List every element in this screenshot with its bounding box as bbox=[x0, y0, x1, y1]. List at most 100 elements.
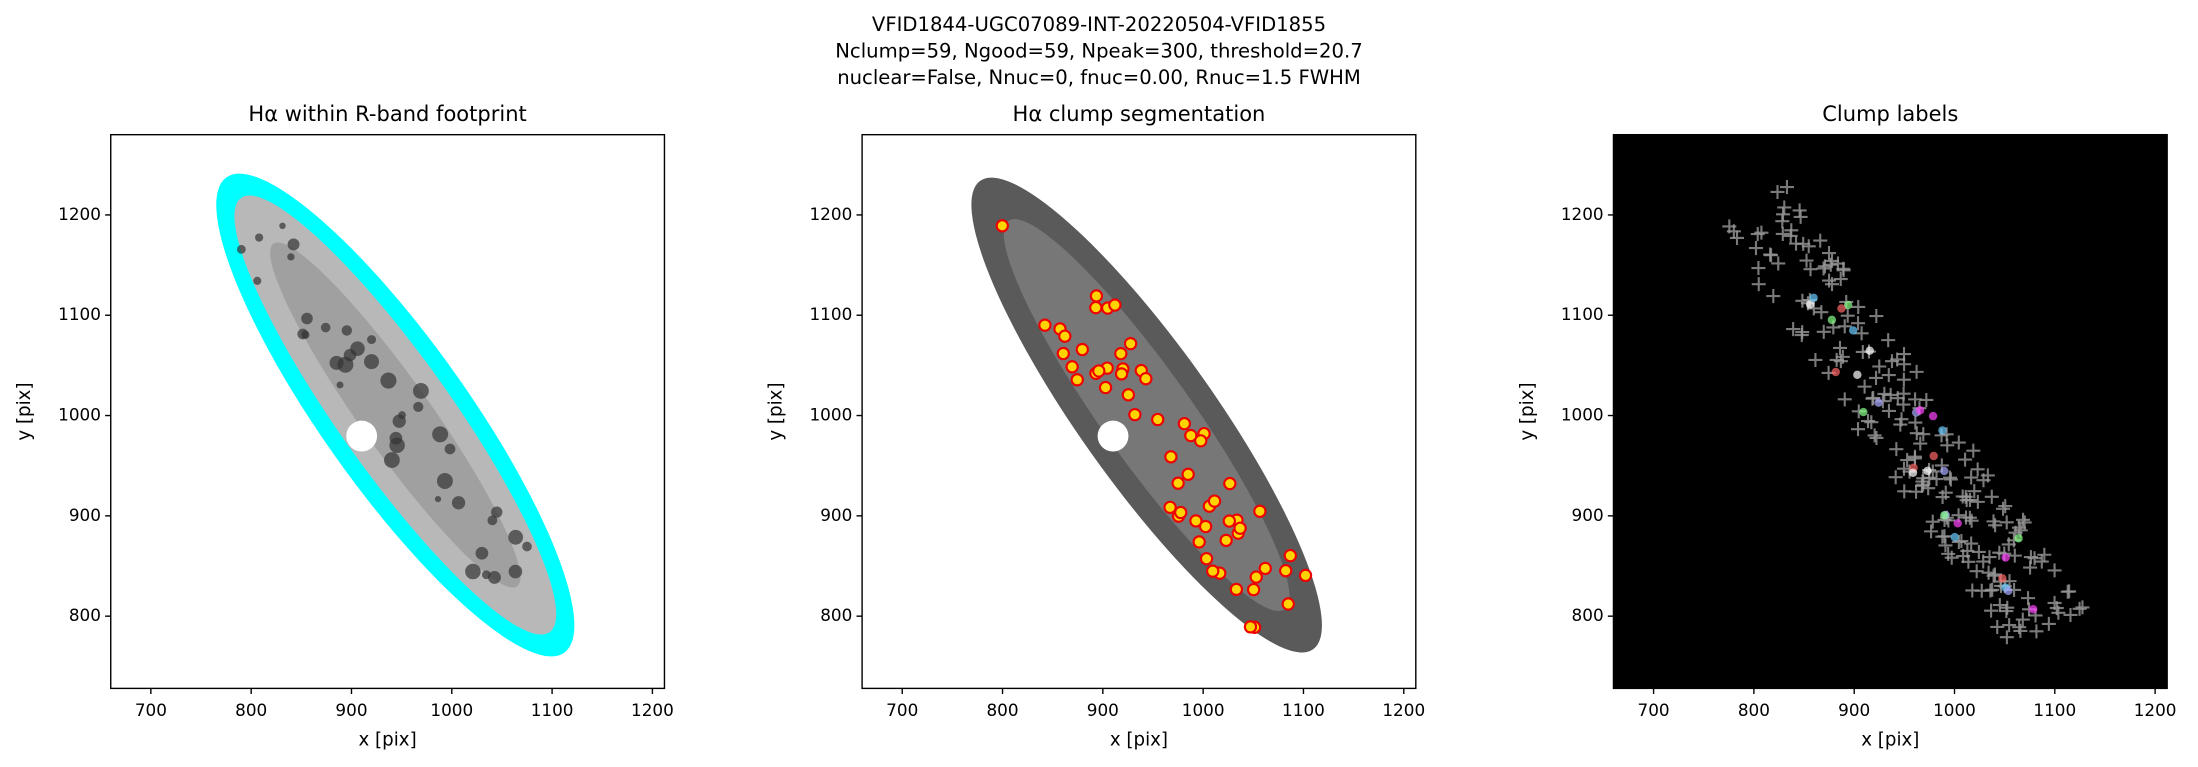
peak-cross bbox=[1966, 443, 1981, 458]
peak-cross bbox=[1992, 598, 2007, 613]
clump-marker bbox=[1070, 373, 1084, 387]
peak-cross bbox=[1881, 403, 1896, 418]
clump-blob bbox=[475, 546, 489, 560]
peak-cross bbox=[1913, 436, 1928, 451]
peak-cross bbox=[1999, 630, 2014, 645]
peak-cross bbox=[1984, 603, 1999, 618]
clump-blob bbox=[287, 238, 300, 251]
peak-cross bbox=[1751, 277, 1766, 292]
clump-marker bbox=[1206, 564, 1220, 578]
peak-cross bbox=[1956, 549, 1971, 564]
mask-hole bbox=[346, 420, 378, 452]
peak-cross bbox=[1808, 352, 1823, 367]
peak-cross bbox=[1869, 309, 1884, 324]
clump-label bbox=[1874, 398, 1883, 407]
peak-cross bbox=[1935, 529, 1950, 544]
peak-cross bbox=[2047, 563, 2062, 578]
clump-label bbox=[1929, 451, 1938, 461]
axes-title: Hα clump segmentation bbox=[1013, 101, 1266, 126]
clump-blob bbox=[522, 541, 532, 552]
clump-marker bbox=[1038, 318, 1052, 332]
y-tick-label: 800 bbox=[69, 605, 101, 625]
y-tick-label: 1000 bbox=[58, 405, 101, 425]
peak-cross bbox=[2002, 618, 2017, 633]
peak-cross bbox=[1860, 414, 1876, 429]
clump-label bbox=[1809, 293, 1818, 303]
clump-marker bbox=[1114, 346, 1128, 361]
clump-marker bbox=[1056, 346, 1070, 361]
clump-blob bbox=[301, 312, 313, 325]
clump-blob bbox=[508, 564, 523, 579]
clump-marker bbox=[1283, 548, 1298, 563]
peak-cross bbox=[1775, 214, 1790, 229]
peak-cross bbox=[1814, 305, 1829, 320]
y-axis-label: y [pix] bbox=[14, 382, 35, 440]
image bbox=[1613, 134, 2168, 689]
y-tick-label: 1200 bbox=[58, 204, 101, 224]
y-tick-label: 900 bbox=[1572, 505, 1604, 525]
peak-cross bbox=[1909, 484, 1924, 499]
clump-label bbox=[1923, 466, 1932, 476]
clump-blob bbox=[487, 515, 498, 526]
peak-cross bbox=[2001, 537, 2016, 552]
y-tick-label: 800 bbox=[820, 605, 852, 625]
peak-cross bbox=[1830, 256, 1845, 271]
mask-hole bbox=[1097, 420, 1129, 452]
clump-marker bbox=[1249, 570, 1263, 584]
peak-cross bbox=[1816, 261, 1831, 276]
clump-label bbox=[2001, 553, 2010, 562]
clump-label bbox=[1848, 326, 1858, 335]
clump-blob bbox=[341, 325, 352, 336]
x-tick-label: 1100 bbox=[531, 700, 574, 720]
peak-cross bbox=[1974, 583, 1989, 598]
clump-marker bbox=[1164, 450, 1178, 464]
clump-marker bbox=[1229, 582, 1244, 597]
clump-marker bbox=[1243, 620, 1258, 634]
peak-cross bbox=[1893, 417, 1908, 432]
peak-cross bbox=[1951, 435, 1966, 450]
peak-cross bbox=[2063, 607, 2078, 622]
clump-blob bbox=[481, 570, 491, 580]
image bbox=[862, 134, 1416, 689]
peak-cross bbox=[1832, 340, 1848, 355]
x-tick-label: 1000 bbox=[1182, 700, 1225, 720]
x-tick-label: 1200 bbox=[2134, 700, 2177, 720]
x-tick-label: 1000 bbox=[430, 700, 473, 720]
clump-label bbox=[2004, 586, 2013, 596]
clump-blob bbox=[364, 354, 380, 370]
clump-marker bbox=[1189, 514, 1203, 528]
clump-marker bbox=[1171, 476, 1185, 490]
clump-label bbox=[1940, 511, 1949, 520]
y-axis-label: y [pix] bbox=[1517, 382, 1538, 440]
peak-cross bbox=[1896, 397, 1911, 412]
peak-cross bbox=[1999, 515, 2014, 530]
clump-marker bbox=[1089, 289, 1104, 303]
peak-cross bbox=[2007, 548, 2022, 563]
y-tick-label: 1200 bbox=[1561, 204, 1604, 224]
clump-blob bbox=[336, 381, 344, 389]
clump-marker bbox=[1098, 380, 1113, 395]
clump-label bbox=[1998, 574, 2007, 583]
peak-cross bbox=[1837, 319, 1852, 334]
clump-marker bbox=[1199, 552, 1214, 566]
peak-cross bbox=[1915, 474, 1930, 489]
clump-blob bbox=[413, 401, 424, 412]
peak-cross bbox=[1969, 564, 1984, 579]
peak-cross bbox=[1779, 180, 1794, 195]
peak-cross bbox=[1916, 427, 1931, 442]
peak-cross bbox=[1998, 499, 2013, 514]
peak-cross bbox=[1775, 226, 1790, 241]
clump-label bbox=[1805, 300, 1815, 309]
clump-blob bbox=[389, 437, 405, 454]
clump-marker bbox=[1222, 514, 1236, 528]
peak-cross bbox=[1783, 228, 1798, 243]
peak-cross bbox=[1857, 379, 1872, 394]
clump-label bbox=[1865, 346, 1874, 355]
peak-cross bbox=[2034, 554, 2049, 569]
peak-cross bbox=[1888, 470, 1903, 485]
peak-cross bbox=[1823, 257, 1838, 272]
peak-cross bbox=[1786, 322, 1801, 337]
x-tick-label: 1000 bbox=[1933, 700, 1976, 720]
peak-cross bbox=[1970, 462, 1985, 477]
peak-cross bbox=[1970, 494, 1985, 509]
